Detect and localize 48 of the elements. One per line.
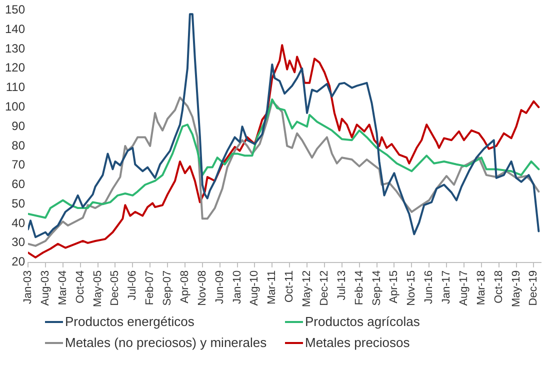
x-tick-label: Jul-13 (336, 270, 348, 300)
x-tick-label: Jun-16 (423, 270, 436, 304)
y-tick-label: 70 (12, 158, 26, 172)
x-tick-label: Oct-11 (284, 270, 296, 303)
x-tick-label: May-05 (92, 270, 104, 308)
x-tick-label: Jun-09 (214, 270, 226, 304)
x-tick-label: Nov-08 (196, 270, 208, 306)
x-tick-label: Jan-17 (440, 270, 453, 304)
y-tick-label: 60 (12, 177, 26, 192)
y-tick-label: 120 (4, 60, 26, 75)
x-tick-label: Sep-14 (370, 270, 383, 306)
legend-label: Metales preciosos (305, 335, 410, 350)
x-tick-label: Jan-03 (22, 270, 34, 304)
y-tick-label: 110 (6, 80, 26, 94)
x-tick-label: Dec-05 (109, 270, 122, 306)
x-tick-label: Aug-10 (248, 270, 261, 306)
x-tick-label: Nov-15 (406, 270, 418, 306)
y-tick-label: 20 (12, 254, 26, 269)
legend-label: Productos energéticos (65, 314, 194, 329)
legend-label: Metales (no preciosos) y minerales (65, 335, 267, 350)
x-tick-label: Mar-11 (266, 270, 278, 304)
x-tick-label: Aug-17 (458, 270, 470, 306)
x-tick-label: Mar-04 (56, 270, 69, 306)
x-tick-label: May-19 (510, 270, 522, 308)
y-tick-label: 150 (4, 2, 26, 17)
x-tick-label: Dec-19 (528, 270, 540, 306)
x-tick-label: Apr-08 (178, 270, 191, 304)
x-tick-label: Sep-07 (162, 270, 174, 306)
x-tick-label: May-12 (301, 270, 314, 308)
y-tick-label: 140 (4, 22, 26, 36)
legend-label: Productos agrícolas (305, 314, 420, 329)
x-tick-label: Mar-18 (475, 270, 488, 306)
x-tick-label: Jan-10 (231, 270, 244, 304)
x-tick-label: Jul-06 (126, 270, 139, 300)
x-tick-label: Oct-04 (74, 270, 86, 304)
x-tick-label: Feb-07 (144, 270, 156, 306)
y-tick-label: 50 (12, 196, 26, 210)
x-tick-label: Oct-18 (492, 270, 505, 304)
x-tick-label: Aug-03 (39, 270, 52, 306)
y-tick-label: 30 (12, 235, 26, 250)
x-tick-label: Apr-15 (388, 270, 400, 304)
y-tick-label: 130 (4, 41, 26, 56)
y-tick-label: 40 (12, 216, 26, 230)
y-tick-label: 100 (4, 99, 26, 114)
x-tick-label: Feb-14 (353, 270, 366, 306)
x-tick-label: Dec-12 (318, 270, 330, 306)
y-tick-label: 90 (12, 118, 26, 133)
y-tick-label: 80 (12, 138, 26, 152)
